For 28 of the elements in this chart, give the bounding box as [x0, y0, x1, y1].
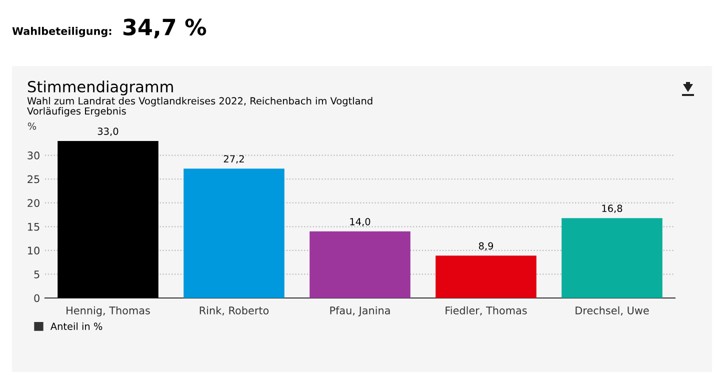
x-tick-label: Fiedler, Thomas	[446, 306, 527, 316]
y-tick-label: 15	[28, 223, 40, 231]
y-tick-label: 10	[28, 246, 40, 255]
x-tick-label: Drechsel, Uwe	[576, 306, 649, 316]
y-tick-label: 30	[28, 152, 40, 160]
data-label: 27,2	[224, 155, 244, 164]
y-tick-label: 0	[34, 294, 40, 302]
y-tick-label: 20	[28, 199, 40, 207]
data-label: 14,0	[350, 218, 370, 226]
y-tick-label: 25	[28, 175, 40, 184]
text: 34,7 %	[123, 18, 206, 38]
bar	[562, 218, 662, 298]
data-label: 16,8	[602, 204, 622, 214]
text: Wahlbeteiligung:	[12, 26, 112, 38]
y-tick-label: 5	[34, 270, 40, 278]
bar	[436, 256, 536, 298]
data-label: 8,9	[478, 242, 494, 251]
text: Anteil in %	[50, 322, 102, 330]
x-tick-label: Hennig, Thomas	[66, 306, 150, 316]
data-label: 33,0	[98, 128, 118, 136]
y-axis-title: %	[28, 122, 36, 130]
x-tick-label: Pfau, Janina	[330, 306, 390, 316]
bar	[184, 168, 284, 298]
chart-title: Stimmendiagramm	[28, 80, 173, 96]
x-tick-label: Rink, Roberto	[200, 306, 269, 316]
bar	[58, 141, 158, 298]
bar	[310, 231, 410, 298]
chart-subtitle: Wahl zum Landrat des Vogtlandkreises 2022, Reichenbach im Vogtland Vorläufiges Ergebnis	[27, 97, 372, 117]
